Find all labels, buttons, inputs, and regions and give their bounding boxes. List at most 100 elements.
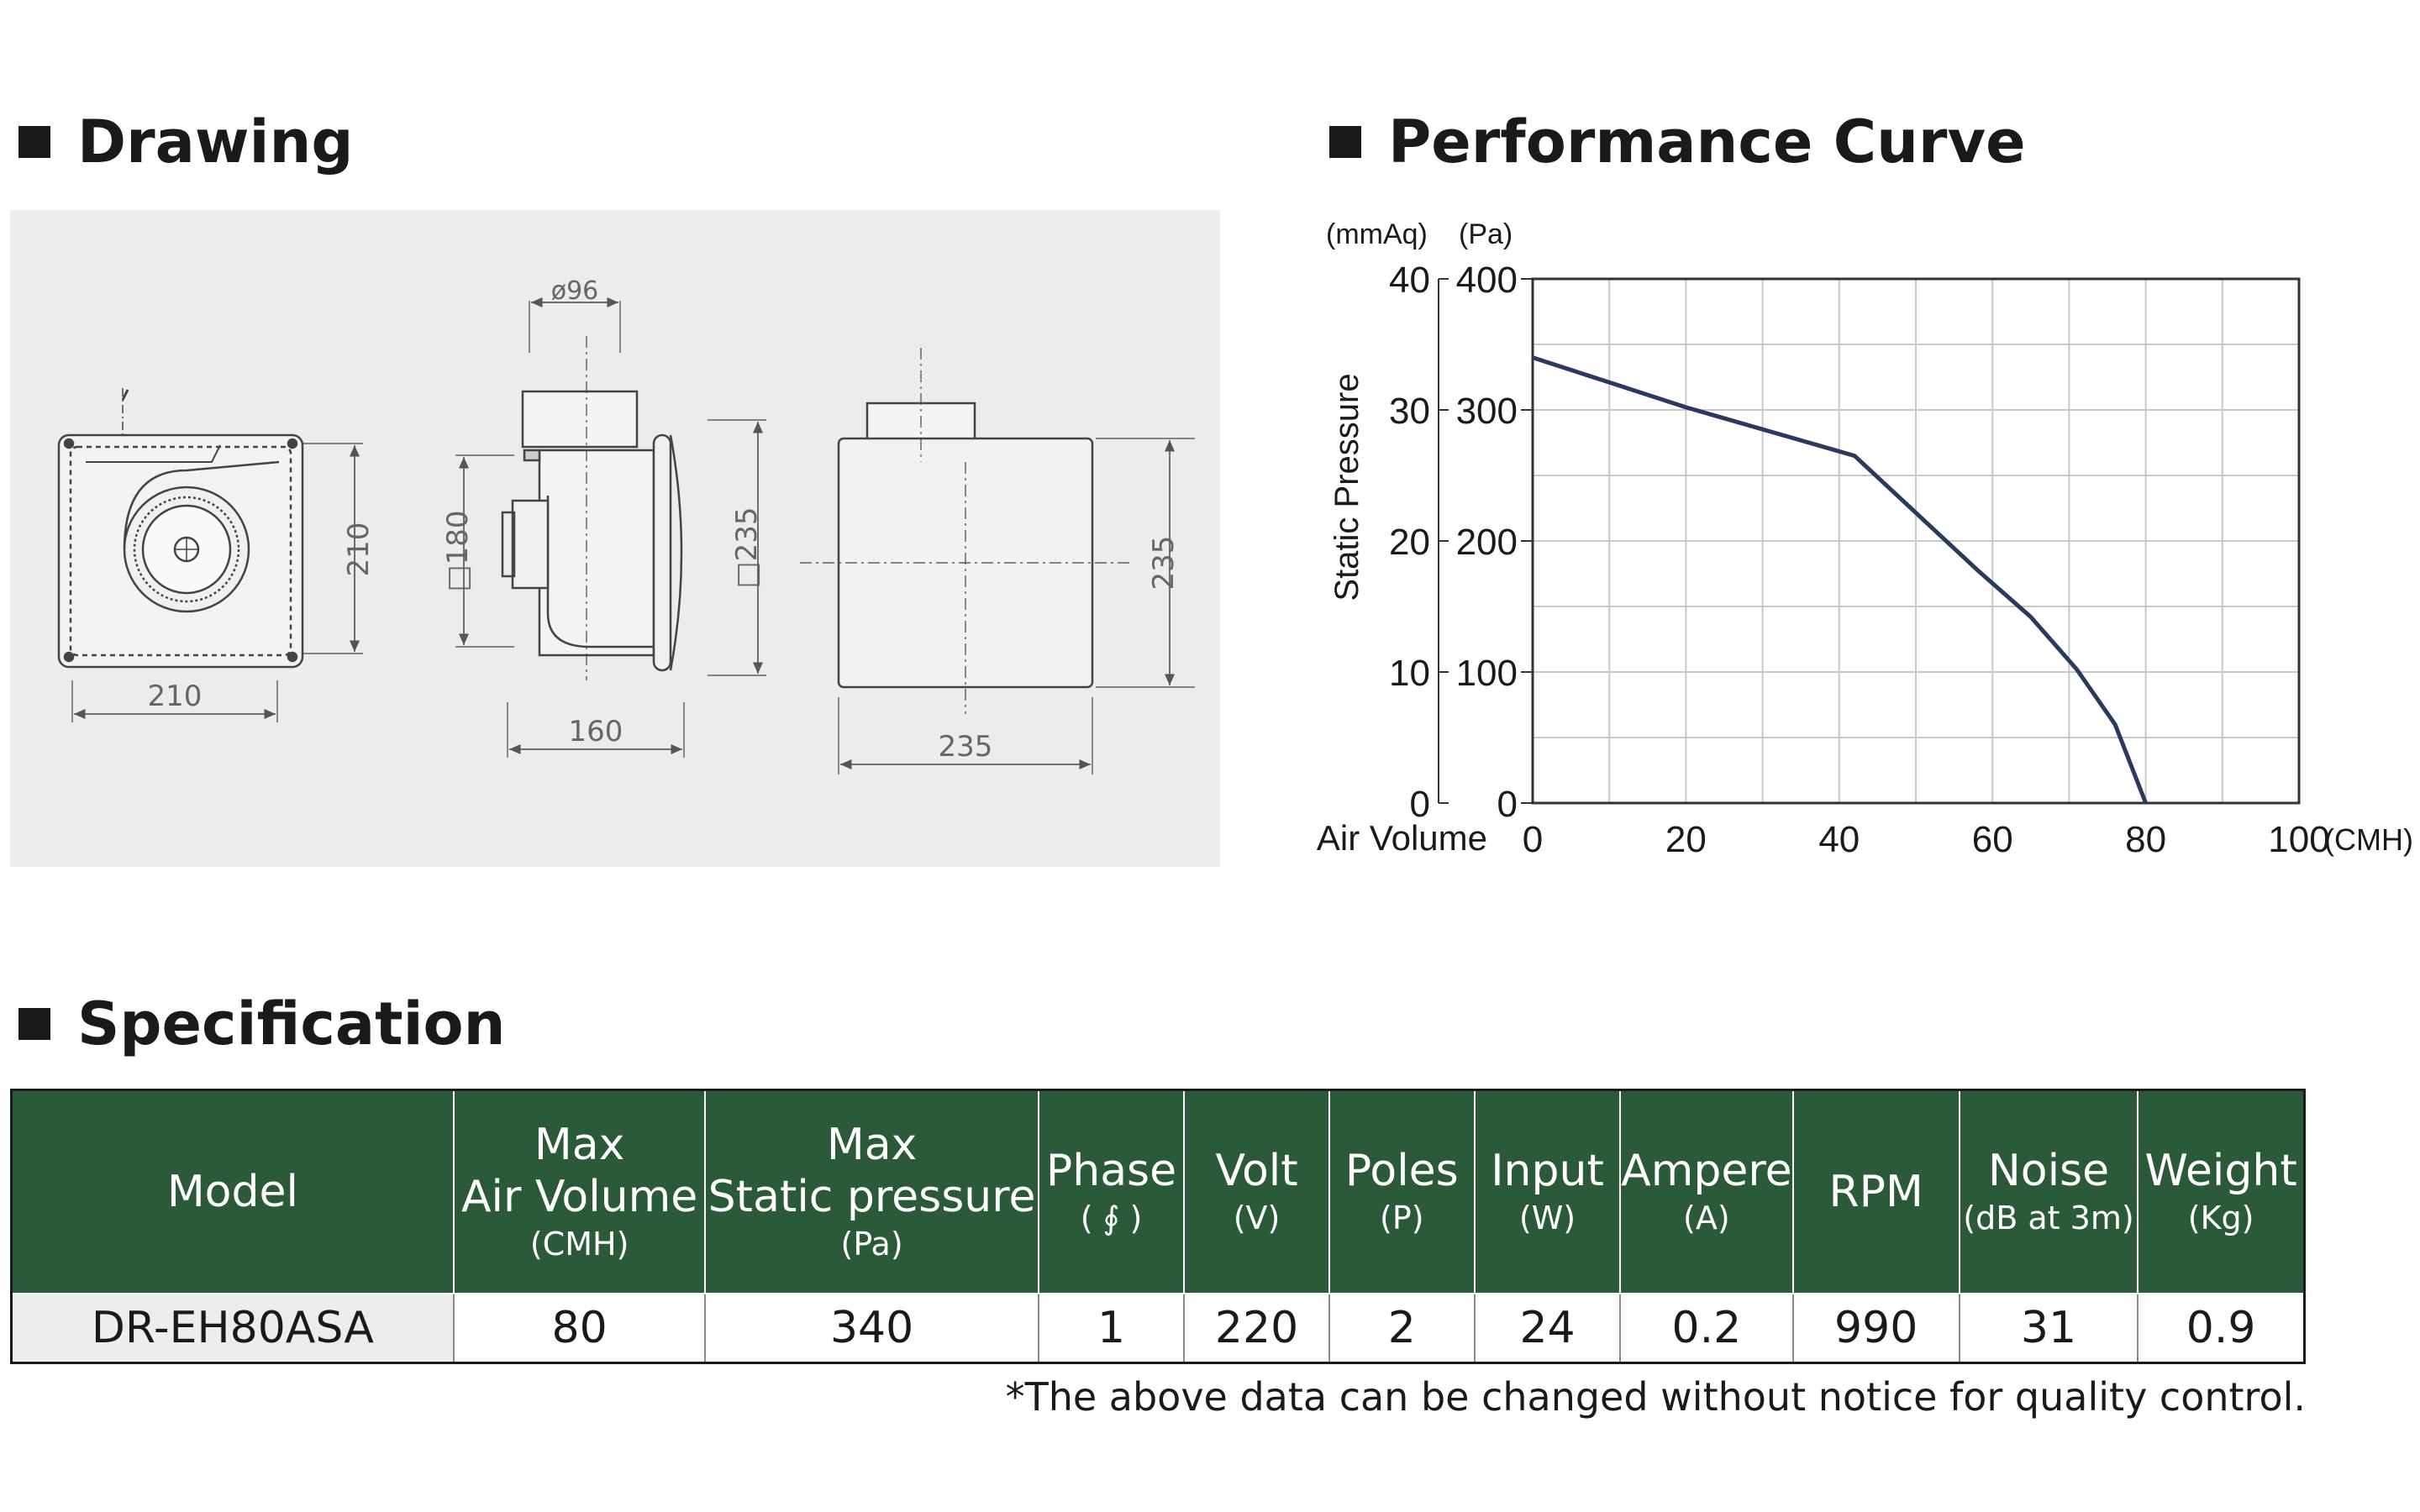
front-view: [57, 388, 363, 722]
header-label: Static pressure: [708, 1172, 1036, 1222]
dim-back-width: 235: [939, 730, 993, 764]
x-tick-label: 40: [1818, 819, 1860, 860]
header-unit: (W): [1518, 1200, 1576, 1236]
curve-point: [2144, 802, 2147, 804]
spec-value-cell: 24: [1473, 1293, 1622, 1364]
header-label: Max: [534, 1120, 625, 1170]
y-tick-label-mmaq: 30: [1389, 391, 1430, 432]
spec-value-cell: 340: [704, 1293, 1039, 1364]
spec-value-cell: 31: [1958, 1293, 2139, 1364]
y-tick-label-pa: 300: [1456, 391, 1518, 432]
dim-side-depth: 160: [569, 715, 623, 748]
spec-header-cell: Volt (V): [1183, 1089, 1330, 1294]
dim-back-height: 235: [1147, 536, 1181, 591]
y-axis-label: Static Pressure: [1328, 373, 1365, 601]
curve-point: [2075, 668, 2078, 670]
header-label: Model: [166, 1167, 298, 1217]
spec-value-cell: 0.9: [2137, 1293, 2307, 1364]
y-unit-pa: (Pa): [1459, 218, 1512, 250]
y-tick-label-pa: 400: [1456, 260, 1518, 301]
spec-body: DR-EH80ASA 80 340 1 220 2 24 0.2 990 31 0.9: [9, 1293, 2307, 1364]
dim-front-width: 210: [148, 680, 203, 713]
header-label: Air Volume: [460, 1172, 698, 1222]
drawing-heading: Drawing: [18, 108, 353, 176]
y-tick-label-mmaq: 0: [1410, 784, 1430, 825]
drawing-title: Drawing: [77, 108, 354, 176]
header-label: Weight: [2144, 1146, 2297, 1196]
x-axis-unit: (CMH): [2324, 822, 2413, 857]
spec-value-cell: 80: [452, 1293, 707, 1364]
header-unit: (Kg): [2187, 1200, 2254, 1236]
specification-table: Model Max Air Volume (CMH) Max Static pressur…: [9, 1089, 2307, 1364]
performance-title: Performance Curve: [1388, 108, 2026, 176]
y-tick-label-pa: 0: [1497, 784, 1518, 825]
spec-header-cell: Ampere (A): [1619, 1089, 1794, 1294]
spec-value-cell: 0.2: [1619, 1293, 1794, 1364]
footnote: *The above data can be changed without n…: [1005, 1374, 2306, 1420]
chart-grid: [1533, 279, 2299, 803]
y-tick-label-pa: 200: [1456, 522, 1518, 563]
spec-value-cell: 2: [1328, 1293, 1476, 1364]
x-tick-label: 100: [2268, 819, 2329, 860]
dim-front-height: 210: [342, 522, 376, 577]
header-unit: (V): [1233, 1200, 1281, 1236]
curve-point: [1532, 356, 1534, 359]
spec-value-cell: 220: [1183, 1293, 1330, 1364]
header-label: Ampere: [1621, 1146, 1792, 1196]
chart-series: [1532, 355, 2148, 804]
curve-point: [1975, 569, 1978, 571]
header-label: Input: [1491, 1146, 1604, 1196]
model-cell: DR-EH80ASA: [9, 1293, 455, 1364]
header-unit: (P): [1380, 1200, 1424, 1236]
spec-header-cell: RPM: [1791, 1089, 1960, 1294]
table-row: DR-EH80ASA 80 340 1 220 2 24 0.2 990 31 0.9: [9, 1293, 2307, 1364]
spec-value-cell: 1: [1037, 1293, 1186, 1364]
specification-heading: Specification: [18, 990, 505, 1058]
spec-header-row: Model Max Air Volume (CMH) Max Static pressur…: [9, 1089, 2307, 1294]
spec-header-cell: Poles (P): [1328, 1089, 1476, 1294]
heading-square-icon: [18, 1008, 50, 1040]
header-unit: (Pa): [840, 1226, 903, 1263]
spec-header-cell: Noise (dB at 3m): [1958, 1089, 2139, 1294]
spec-header-cell: Weight (Kg): [2137, 1089, 2307, 1294]
x-tick-label: 60: [1972, 819, 2013, 860]
x-tick-label: 0: [1523, 819, 1543, 860]
curve-point: [2029, 616, 2032, 618]
y-tick-label-mmaq: 40: [1389, 260, 1430, 301]
header-label: Max: [826, 1120, 918, 1170]
curve-point: [1685, 406, 1687, 408]
header-label: RPM: [1828, 1167, 1923, 1217]
x-tick-label: 80: [2125, 819, 2166, 860]
header-label: Volt: [1215, 1146, 1298, 1196]
heading-square-icon: [18, 126, 50, 158]
header-unit: (CMH): [529, 1226, 629, 1263]
curve-point: [2114, 723, 2117, 726]
performance-curve-line: [1532, 355, 2148, 804]
header-unit: ( ∮ ): [1080, 1200, 1143, 1236]
dim-side-square: □180: [441, 510, 475, 591]
drawing-svg: 210 210 ø96 □180 □235 160 235 235: [57, 276, 1195, 774]
spec-header-cell: Max Air Volume (CMH): [452, 1089, 707, 1294]
y-unit-mmaq: (mmAq): [1326, 218, 1428, 250]
side-view: [455, 297, 766, 758]
dim-side-height: □235: [730, 507, 764, 588]
y-tick-label-mmaq: 10: [1389, 653, 1430, 694]
x-axis-label: Air Volume: [1317, 818, 1487, 858]
curve-point: [1854, 454, 1856, 457]
dim-side-diameter: ø96: [551, 276, 599, 306]
heading-square-icon: [1329, 126, 1361, 158]
back-view: [800, 348, 1195, 774]
technical-drawing: 210 210 ø96 □180 □235 160 235 235: [10, 210, 1220, 867]
spec-value-cell: 990: [1791, 1293, 1960, 1364]
y-tick-label-mmaq: 20: [1389, 522, 1430, 563]
performance-heading: Performance Curve: [1329, 108, 2026, 176]
header-label: Noise: [1987, 1146, 2110, 1196]
header-unit: (A): [1683, 1200, 1730, 1236]
header-unit: (dB at 3m): [1963, 1200, 2134, 1236]
header-label: Poles: [1344, 1146, 1459, 1196]
spec-header-cell: Input (W): [1473, 1089, 1622, 1294]
specification-title: Specification: [77, 990, 506, 1058]
x-tick-label: 20: [1665, 819, 1707, 860]
